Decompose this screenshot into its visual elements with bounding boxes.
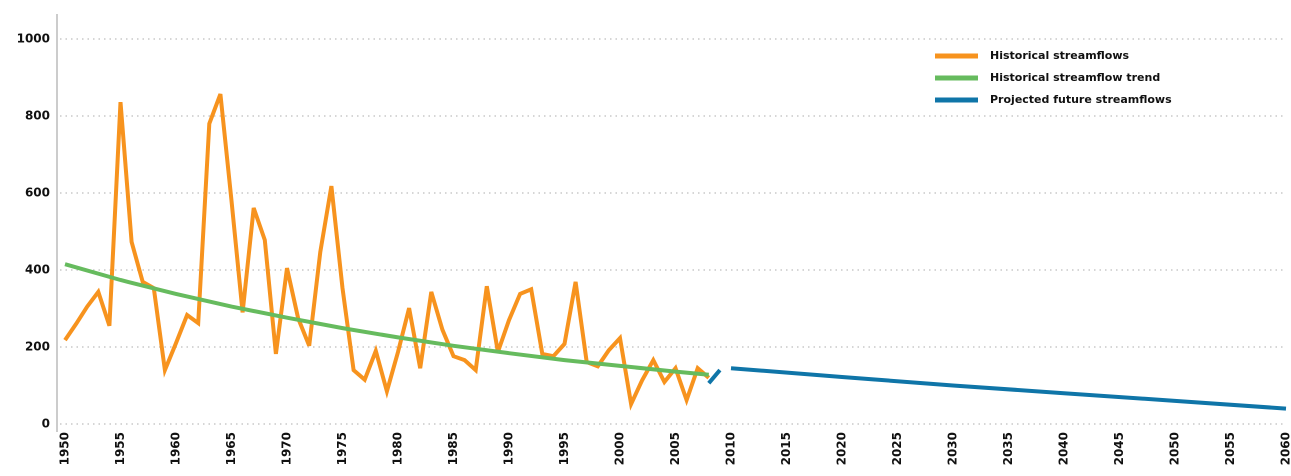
series-line — [730, 366, 1287, 411]
y-tick-label: 200 — [25, 340, 50, 354]
x-tick-label: 1990 — [502, 432, 516, 465]
y-tick-label: 0 — [42, 417, 50, 431]
y-tick-label: 400 — [25, 263, 50, 277]
x-tick-label: 2000 — [613, 432, 627, 465]
x-tick-label: 2055 — [1223, 432, 1237, 465]
x-tick-label: 1950 — [58, 432, 72, 465]
x-tick-label: 1960 — [169, 432, 183, 465]
x-tick-label: 2050 — [1168, 432, 1182, 465]
y-tick-label: 1000 — [17, 32, 50, 46]
legend-label: Historical streamflow trend — [990, 71, 1160, 84]
series-line — [707, 368, 722, 385]
x-tick-label: 2020 — [835, 432, 849, 465]
x-tick-label: 2025 — [890, 432, 904, 465]
x-tick-label: 2035 — [1001, 432, 1015, 465]
y-tick-label: 600 — [25, 186, 50, 200]
x-tick-label: 2005 — [668, 432, 682, 465]
x-tick-label: 1985 — [446, 432, 460, 465]
x-tick-label: 2015 — [779, 432, 793, 465]
x-tick-label: 1995 — [557, 432, 571, 465]
series-line — [64, 262, 709, 377]
x-tick-label: 1955 — [113, 432, 127, 465]
x-tick-label: 1980 — [391, 432, 405, 465]
x-tick-label: 1970 — [280, 432, 294, 465]
y-tick-label: 800 — [25, 109, 50, 123]
x-tick-label: 2060 — [1279, 432, 1291, 465]
legend-label: Projected future streamflows — [990, 93, 1172, 106]
x-tick-label: 1975 — [335, 432, 349, 465]
x-tick-label: 1965 — [224, 432, 238, 465]
x-tick-label: 2040 — [1057, 432, 1071, 465]
series-line — [63, 93, 711, 411]
x-tick-label: 2010 — [724, 432, 738, 465]
x-tick-label: 2030 — [946, 432, 960, 465]
legend-label: Historical streamflows — [990, 49, 1130, 62]
x-tick-label: 2045 — [1112, 432, 1126, 465]
